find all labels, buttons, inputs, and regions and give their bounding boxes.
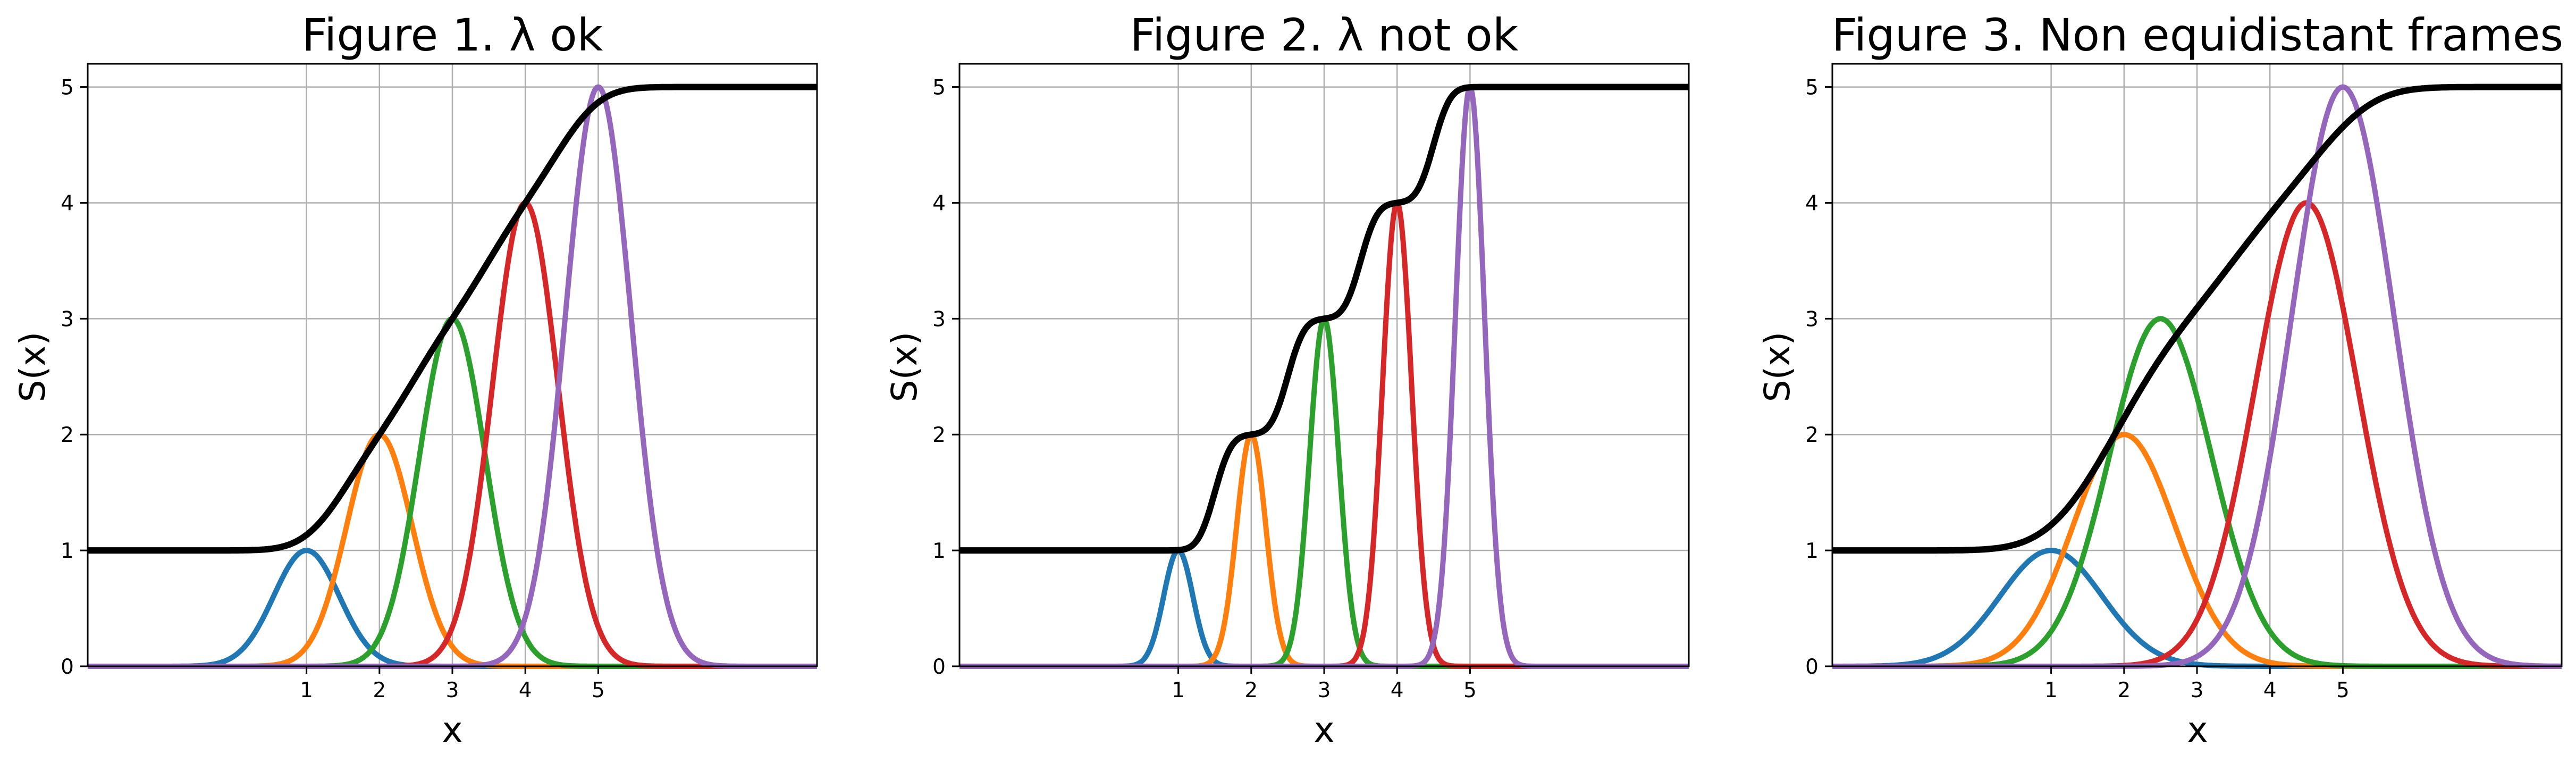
- subplot-2-xtick-label: 3: [1318, 679, 1331, 702]
- subplot-1-xtick-label: 1: [300, 679, 313, 702]
- subplot-1-xtick-label: 2: [373, 679, 386, 702]
- subplot-2-curve-sum: [957, 83, 1691, 554]
- subplot-3-ytick-label: 3: [1805, 307, 1819, 331]
- subplot-2-xtick-label: 2: [1244, 679, 1258, 702]
- subplot-1-ytick-label: 3: [61, 307, 74, 331]
- subplot-2-xtick-label: 4: [1391, 679, 1404, 702]
- subplot-1-ytick-label: 0: [61, 655, 74, 679]
- subplot-2-ytick-label: 5: [932, 76, 946, 100]
- subplot-3-ytick-label: 1: [1805, 539, 1819, 563]
- subplot-2-xlabel: x: [1314, 709, 1334, 750]
- subplot-3-xtick-label: 3: [2191, 679, 2204, 702]
- subplot-1-curve-sum: [86, 83, 819, 554]
- subplot-1-ytick-label: 4: [61, 191, 74, 215]
- subplot-1-xlabel: x: [442, 709, 462, 750]
- subplot-1-xtick-label: 4: [519, 679, 532, 702]
- subplot-3-xtick-label: 5: [2336, 679, 2350, 702]
- subplot-1-ytick-label: 5: [61, 76, 74, 100]
- subplot-2-ytick-label: 4: [932, 191, 946, 215]
- subplot-3: Figure 3. Non equidistant frames x S(x) …: [1757, 9, 2564, 750]
- subplot-3-xtick-label: 4: [2263, 679, 2277, 702]
- subplot-3-curve-sum: [1830, 83, 2564, 554]
- subplot-3-xtick-label: 1: [2044, 679, 2058, 702]
- subplot-3-xtick-label: 2: [2117, 679, 2131, 702]
- subplot-3-ytick-label: 2: [1805, 423, 1819, 447]
- subplot-2-title: Figure 2. λ not ok: [1130, 9, 1519, 61]
- subplot-2-ylabel: S(x): [884, 332, 925, 402]
- subplot-3-title: Figure 3. Non equidistant frames: [1832, 9, 2563, 61]
- subplot-3-xlabel: x: [2187, 709, 2208, 750]
- subplot-1: Figure 1. λ ok x S(x) 1 2 3 4 5 0 1 2 3 4 5: [12, 9, 819, 750]
- subplot-1-xtick-label: 3: [446, 679, 459, 702]
- subplot-3-ylabel: S(x): [1757, 332, 1798, 402]
- subplot-2: Figure 2. λ not ok x S(x) 1 2 3 4 5 0 1 2 3 4 5: [884, 9, 1691, 750]
- subplot-2-ytick-label: 1: [932, 539, 946, 563]
- subplot-1-ytick-label: 1: [61, 539, 74, 563]
- subplot-1-xtick-label: 5: [592, 679, 605, 702]
- subplot-2-ytick-label: 3: [932, 307, 946, 331]
- subplot-1-ytick-label: 2: [61, 423, 74, 447]
- subplot-1-title: Figure 1. λ ok: [302, 9, 603, 61]
- subplot-1-ylabel: S(x): [12, 332, 53, 402]
- subplot-3-ytick-label: 4: [1805, 191, 1819, 215]
- subplot-3-ytick-label: 0: [1805, 655, 1819, 679]
- subplot-2-xtick-label: 5: [1463, 679, 1477, 702]
- subplot-2-ytick-label: 0: [932, 655, 946, 679]
- subplot-2-xtick-label: 1: [1172, 679, 1185, 702]
- subplot-3-ytick-label: 5: [1805, 76, 1819, 100]
- subplot-2-ytick-label: 2: [932, 423, 946, 447]
